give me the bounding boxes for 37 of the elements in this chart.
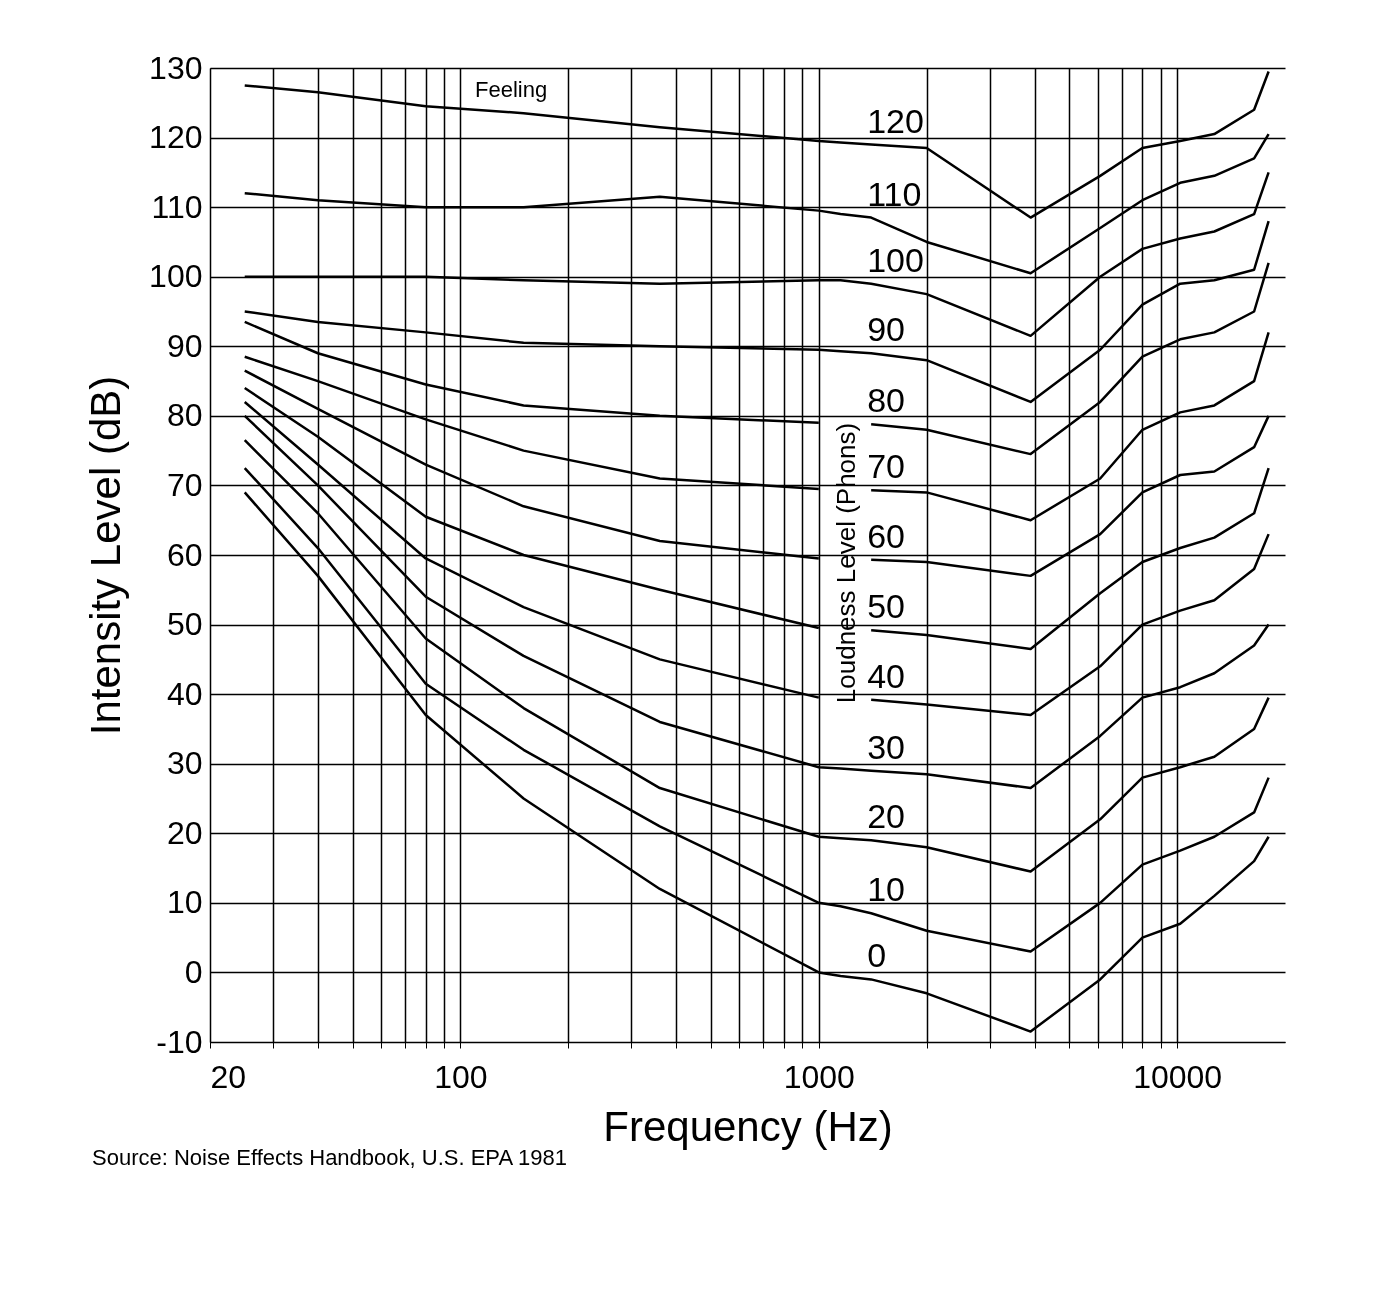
series-label: 10 (867, 870, 905, 909)
series-label: 100 (867, 240, 924, 279)
y-tick-label: 60 (166, 536, 203, 573)
series-label: 80 (867, 381, 905, 420)
y-tick-label: 30 (166, 745, 203, 782)
y-tick-label: 40 (166, 675, 203, 712)
y-tick-label: 90 (166, 327, 203, 364)
y-tick-label: 50 (166, 606, 203, 643)
x-axis-title: Frequency (Hz) (603, 1102, 893, 1150)
series-label: 60 (867, 516, 905, 555)
annotation: Feeling (475, 77, 548, 102)
y-tick-label: 100 (149, 258, 203, 295)
series-label: 30 (867, 727, 905, 766)
series-label: 70 (867, 447, 905, 486)
series-label: 0 (867, 936, 887, 975)
series-label: 20 (867, 797, 905, 836)
series-label: 90 (867, 310, 905, 349)
series-label: 40 (867, 656, 905, 695)
y-axis-title: Intensity Level (dB) (82, 375, 130, 736)
y-tick-label: 0 (184, 953, 203, 990)
series-label: 50 (867, 587, 905, 626)
y-tick-label: 110 (151, 188, 203, 225)
y-tick-label: 20 (166, 814, 203, 851)
source-note: Source: Noise Effects Handbook, U.S. EPA 1981 (92, 1145, 567, 1170)
y-tick-label: 130 (149, 49, 203, 86)
y-tick-label: 120 (149, 119, 203, 156)
y-tick-label: 10 (166, 884, 203, 921)
y-tick-label: -10 (156, 1023, 203, 1060)
x-tick-label: 10000 (1133, 1058, 1223, 1095)
series-label: 110 (867, 174, 922, 213)
x-tick-label: 1000 (783, 1058, 855, 1095)
x-tick-label: 20 (210, 1058, 247, 1095)
series-label: 120 (867, 101, 924, 140)
y-tick-label: 70 (166, 466, 203, 503)
y-tick-label: 80 (166, 397, 203, 434)
annotation: Loudness Level (Phons) (831, 422, 862, 704)
x-tick-label: 100 (434, 1058, 488, 1095)
